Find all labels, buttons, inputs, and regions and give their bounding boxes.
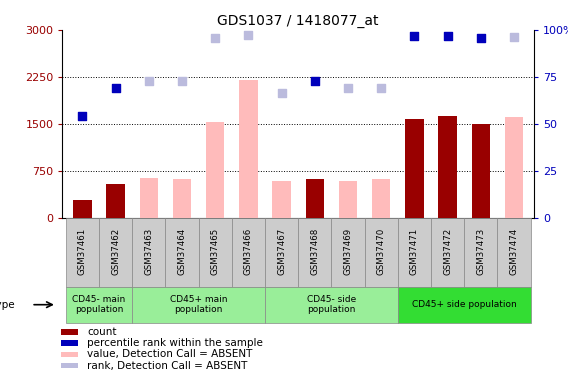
Point [78,112,87,118]
Text: GSM37462: GSM37462 [111,228,120,275]
Point [310,78,319,84]
Bar [505,117,523,218]
Point [509,34,519,40]
Text: value, Detection Call = ABSENT: value, Detection Call = ABSENT [87,350,253,359]
Text: GSM37474: GSM37474 [509,228,519,275]
Bar [61,352,78,357]
Bar [66,217,99,287]
Bar [438,116,457,218]
Point [144,78,153,84]
Bar [239,80,257,218]
Bar [61,329,78,334]
Bar [372,179,390,218]
Bar [464,217,498,287]
Text: cell type: cell type [0,300,14,310]
Text: CD45+ side population: CD45+ side population [412,300,516,309]
Text: GSM37467: GSM37467 [277,228,286,275]
Bar [339,181,357,218]
Point [244,32,253,38]
Point [211,35,220,41]
Bar [132,287,265,322]
Bar [165,217,199,287]
Text: count: count [87,327,117,337]
Bar [199,217,232,287]
Bar [73,200,91,217]
Bar [265,287,398,322]
Text: CD45- side
population: CD45- side population [307,295,356,314]
Bar [265,217,298,287]
Point [476,35,485,41]
Text: GSM37463: GSM37463 [144,228,153,275]
Text: GSM37469: GSM37469 [344,228,353,275]
Point [344,85,353,91]
Bar [331,217,365,287]
Bar [398,287,531,322]
Point [111,85,120,91]
Point [277,90,286,96]
Bar [99,217,132,287]
Bar [206,122,224,218]
Text: GSM37473: GSM37473 [477,228,485,275]
Text: GSM37472: GSM37472 [443,228,452,275]
Title: GDS1037 / 1418077_at: GDS1037 / 1418077_at [218,13,379,28]
Point [443,33,452,39]
Bar [471,124,490,218]
Bar [61,340,78,346]
Text: GSM37464: GSM37464 [177,228,186,275]
Text: CD45+ main
population: CD45+ main population [170,295,227,314]
Text: percentile rank within the sample: percentile rank within the sample [87,338,263,348]
Bar [398,217,431,287]
Bar [365,217,398,287]
Text: GSM37466: GSM37466 [244,228,253,275]
Text: CD45- main
population: CD45- main population [72,295,126,314]
Bar [498,217,531,287]
Bar [132,217,165,287]
Text: GSM37461: GSM37461 [78,228,87,275]
Bar [431,217,464,287]
Bar [273,181,291,218]
Bar [306,179,324,218]
Bar [406,119,424,218]
Bar [66,287,132,322]
Bar [232,217,265,287]
Bar [106,184,125,218]
Text: GSM37465: GSM37465 [211,228,220,275]
Text: GSM37470: GSM37470 [377,228,386,275]
Text: GSM37468: GSM37468 [310,228,319,275]
Text: GSM37471: GSM37471 [410,228,419,275]
Point [377,84,386,90]
Bar [298,217,331,287]
Text: rank, Detection Call = ABSENT: rank, Detection Call = ABSENT [87,361,248,370]
Point [410,33,419,39]
Bar [140,177,158,218]
Bar [173,179,191,218]
Bar [61,363,78,368]
Point [177,78,186,84]
